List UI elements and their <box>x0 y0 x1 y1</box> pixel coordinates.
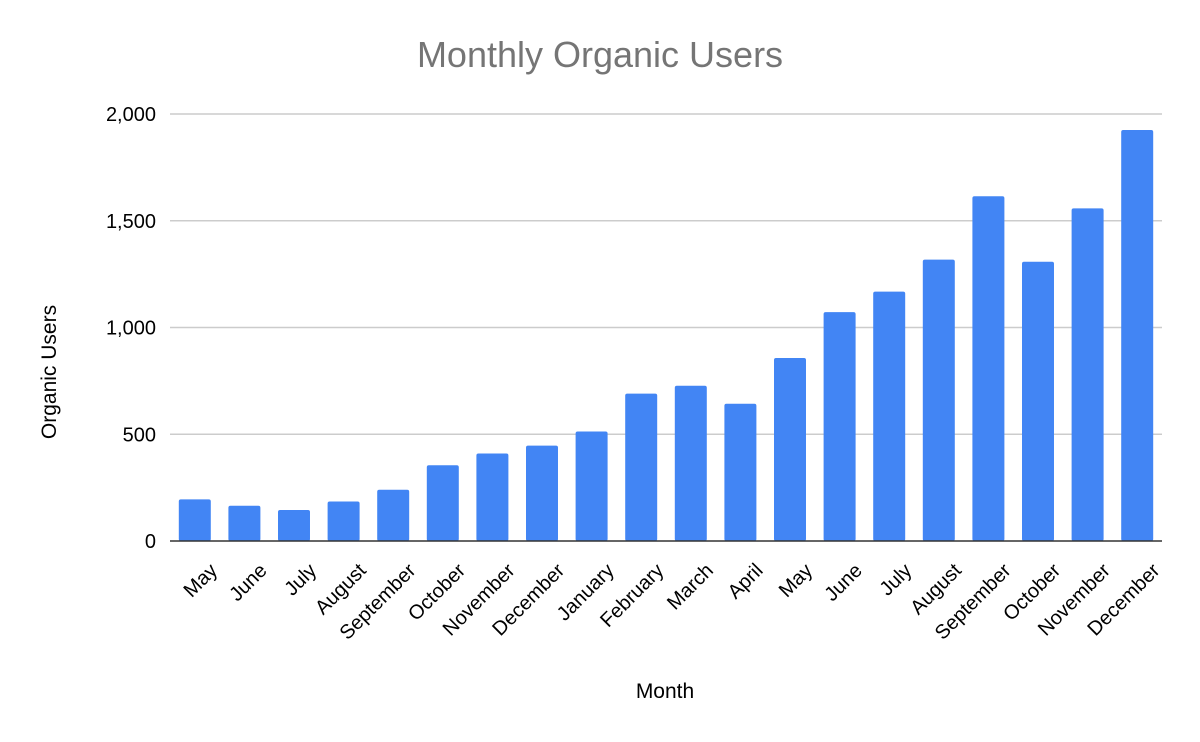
bar <box>228 505 261 541</box>
bar <box>1071 208 1104 541</box>
bar <box>674 385 707 541</box>
x-tick-label: July <box>280 560 321 601</box>
bar <box>575 431 608 541</box>
bar <box>526 445 558 541</box>
y-axis-label: Organic Users <box>38 305 61 439</box>
bar <box>625 393 658 541</box>
x-axis-ticks: May June JulyAugustSeptemberOctoberNovembe… <box>180 559 1165 644</box>
x-axis-label: Month <box>636 680 694 703</box>
bar <box>327 501 360 541</box>
x-tick-label: June <box>821 560 867 606</box>
bar <box>724 403 757 541</box>
x-tick-label: June <box>225 560 271 606</box>
bar <box>178 499 211 541</box>
y-tick-label: 500 <box>123 424 156 446</box>
bar <box>873 291 906 541</box>
chart-title: Monthly Organic Users <box>417 34 783 75</box>
x-tick-label: March <box>663 560 718 615</box>
bar <box>1121 130 1154 541</box>
bar <box>1022 261 1054 541</box>
bar-series <box>178 130 1154 541</box>
bar <box>774 358 806 541</box>
gridlines <box>170 113 1162 435</box>
y-tick-label: 1,000 <box>106 318 156 340</box>
y-tick-label: 1,500 <box>106 211 156 233</box>
x-tick-label: May <box>180 560 222 602</box>
bar <box>476 453 509 541</box>
x-tick-label: May <box>775 560 817 602</box>
bar <box>278 510 310 541</box>
x-tick-label: July <box>876 560 917 601</box>
bar <box>377 489 410 541</box>
y-tick-label: 2,000 <box>106 104 156 126</box>
bar <box>823 312 856 541</box>
bar <box>426 465 459 541</box>
y-tick-label: 0 <box>145 531 156 553</box>
bar <box>972 196 1005 541</box>
y-axis-ticks: 0 500 1,000 1,500 2,000 <box>106 104 156 553</box>
bar <box>922 259 955 541</box>
x-tick-label: April <box>724 560 768 604</box>
